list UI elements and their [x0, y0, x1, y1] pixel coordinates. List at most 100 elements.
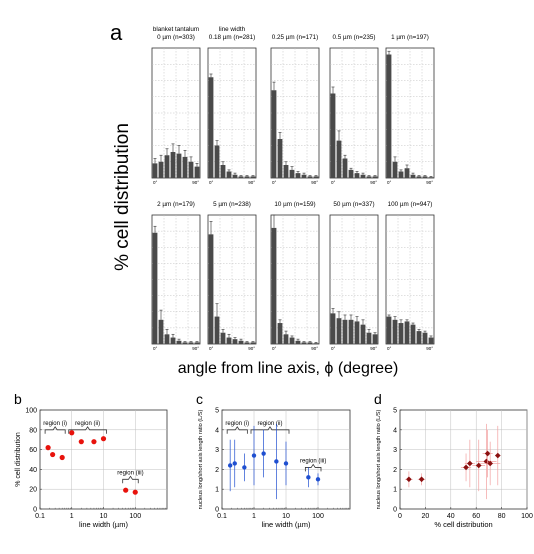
- panel-letter-a: a: [110, 20, 123, 45]
- x-tick-label: 100: [521, 513, 533, 520]
- bar: [392, 161, 398, 178]
- region-bracket: [44, 426, 66, 434]
- y-tick-label: 5: [215, 408, 219, 415]
- y-tick-label: 4: [215, 427, 219, 434]
- bar: [182, 156, 188, 178]
- bar: [295, 340, 301, 344]
- bar: [289, 337, 295, 344]
- y-tick-label: 0: [215, 507, 219, 514]
- subplot-title: 100 µm (n=947): [388, 201, 433, 208]
- data-point: [78, 439, 84, 445]
- y-tick-label: 4: [393, 427, 397, 434]
- bar: [386, 316, 392, 344]
- data-point: [232, 461, 237, 466]
- subplot-title: 50 µm (n=337): [333, 201, 374, 208]
- bar: [348, 169, 354, 178]
- data-point: [45, 445, 51, 451]
- subplot-title: 1 µm (n=197): [391, 34, 429, 41]
- x-tick-label: 100: [312, 513, 324, 520]
- bar: [404, 168, 410, 178]
- bar: [214, 316, 220, 344]
- bar: [238, 340, 244, 344]
- bar: [164, 155, 170, 178]
- bar: [342, 319, 348, 344]
- bar: [295, 173, 301, 178]
- bar: [354, 321, 360, 344]
- y-tick-label: 5: [393, 408, 397, 415]
- y-tick-label: 100: [25, 408, 37, 415]
- bar: [336, 318, 342, 344]
- tick-label: 0°: [209, 180, 214, 185]
- bar: [354, 173, 360, 178]
- x-tick-label: 10: [100, 513, 108, 520]
- bar: [194, 342, 200, 344]
- subplot-title-line1: blanket tantalum: [153, 26, 199, 33]
- tick-label: 90°: [370, 180, 377, 185]
- panel-a-ylabel: % cell distribution: [112, 123, 133, 271]
- subplot-6: 2 µm (n=179) 0° 90°: [151, 201, 201, 351]
- region-label: region (iii): [300, 458, 326, 464]
- bar: [226, 171, 232, 178]
- data-point: [132, 489, 138, 495]
- tick-label: 0°: [272, 346, 277, 351]
- bar: [416, 331, 422, 344]
- subplot-title: 0.18 µm (n=281): [209, 34, 256, 41]
- data-point: [50, 451, 56, 458]
- region-label: region (ii): [75, 421, 100, 427]
- x-tick-label: 100: [129, 513, 141, 520]
- x-tick-label: 10: [282, 513, 290, 520]
- y-tick-label: 80: [29, 427, 37, 434]
- region-bracket: [304, 463, 322, 472]
- y-tick-label: 20: [29, 487, 37, 494]
- data-point: [463, 464, 469, 471]
- data-point: [100, 436, 107, 442]
- y-tick-label: 40: [29, 467, 37, 474]
- panel-letter-c: c: [196, 391, 203, 407]
- data-point: [261, 451, 266, 456]
- bar: [428, 337, 434, 344]
- data-point: [283, 461, 289, 466]
- bar: [428, 177, 434, 178]
- panel-letter-d: d: [374, 391, 382, 407]
- bar: [348, 319, 354, 344]
- bar: [188, 342, 194, 344]
- data-point: [467, 460, 473, 467]
- tick-label: 90°: [426, 180, 433, 185]
- region-label: region (ii): [257, 421, 282, 427]
- bar: [330, 93, 336, 178]
- subplot-5: 1 µm (n=197) 0° 90°: [385, 34, 435, 185]
- subplot-title-line1: line width: [219, 26, 246, 33]
- bar: [176, 340, 182, 344]
- bar: [250, 342, 256, 344]
- data-point: [91, 439, 97, 445]
- data-point: [494, 452, 501, 459]
- y-axis-label: nucleus long/short axis length ratio (L/…: [198, 409, 204, 509]
- data-point: [242, 465, 247, 470]
- subplot-8: 10 µm (n=159) 0° 90°: [270, 201, 320, 351]
- bar: [170, 152, 176, 178]
- bar: [277, 323, 283, 344]
- bar: [220, 332, 226, 344]
- data-point: [487, 460, 493, 467]
- bar: [410, 324, 416, 344]
- y-tick-label: 1: [393, 487, 397, 494]
- bar: [158, 161, 164, 178]
- subplot-title: 0.25 µm (n=171): [272, 34, 319, 41]
- bar: [336, 140, 342, 178]
- tick-label: 90°: [248, 180, 255, 185]
- bar: [422, 332, 428, 344]
- bar: [301, 174, 307, 178]
- x-tick-label: 0: [398, 513, 402, 520]
- y-tick-label: 1: [215, 487, 219, 494]
- bar: [220, 165, 226, 178]
- subplot-9: 50 µm (n=337) 0° 90°: [329, 201, 379, 351]
- y-tick-label: 3: [215, 447, 219, 454]
- data-point: [315, 477, 321, 482]
- tick-label: 90°: [192, 346, 199, 351]
- tick-label: 90°: [370, 346, 377, 351]
- bar: [271, 90, 277, 178]
- panel-letter-b: b: [14, 391, 22, 407]
